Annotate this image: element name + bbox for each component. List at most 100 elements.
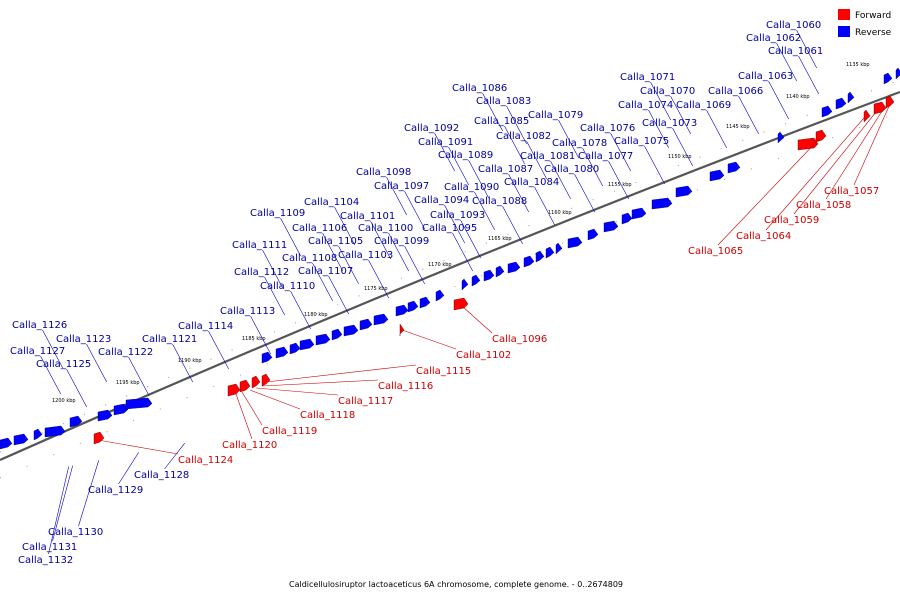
reverse-gene-label[interactable]: Calla_1110 [260,281,315,292]
reverse-gene-label[interactable]: Calla_1070 [640,86,695,97]
reverse-gene-label[interactable]: Calla_1127 [10,346,65,357]
reverse-gene-block [727,161,741,174]
forward-leader-line [825,107,885,200]
reverse-gene-block [13,433,29,446]
reverse-gene-label[interactable]: Calla_1077 [578,151,633,162]
kbp-tick-label: 1190 kbp [178,358,202,364]
reverse-gene-label[interactable]: Calla_1079 [528,110,583,121]
forward-gene-block [251,375,261,389]
reverse-gene-label[interactable]: Calla_1082 [496,131,551,142]
reverse-gene-label[interactable]: Calla_1085 [474,116,529,127]
forward-gene-block [93,431,105,445]
reverse-gene-label[interactable]: Calla_1131 [22,542,77,553]
forward-gene-label[interactable]: Calla_1116 [378,381,433,392]
reverse-gene-label[interactable]: Calla_1101 [340,211,395,222]
reverse-gene-label[interactable]: Calla_1069 [676,100,731,111]
forward-gene-label[interactable]: Calla_1117 [338,396,393,407]
reverse-gene-label[interactable]: Calla_1099 [374,236,429,247]
reverse-gene-label[interactable]: Calla_1100 [358,223,413,234]
forward-gene-label[interactable]: Calla_1096 [492,334,547,345]
reverse-gene-block [471,274,481,287]
reverse-leader-line [444,204,465,244]
reverse-gene-label[interactable]: Calla_1125 [36,359,91,370]
reverse-gene-block [275,346,289,359]
reverse-leader-line [322,232,343,272]
reverse-gene-label[interactable]: Calla_1126 [12,320,67,331]
forward-gene-label[interactable]: Calla_1065 [688,246,743,257]
reverse-leader-line [482,92,503,132]
reverse-gene-label[interactable]: Calla_1123 [56,334,111,345]
forward-leader-line [255,387,339,396]
reverse-gene-label[interactable]: Calla_1076 [580,123,635,134]
reverse-gene-label[interactable]: Calla_1094 [414,195,469,206]
reverse-gene-label[interactable]: Calla_1089 [438,150,493,161]
reverse-gene-label[interactable]: Calla_1063 [738,71,793,82]
forward-gene-label[interactable]: Calla_1102 [456,350,511,361]
forward-gene-label[interactable]: Calla_1118 [300,410,355,421]
reverse-gene-label[interactable]: Calla_1087 [478,164,533,175]
reverse-gene-label[interactable]: Calla_1129 [88,485,143,496]
reverse-gene-block [261,351,273,364]
reverse-gene-block [821,105,833,118]
reverse-gene-label[interactable]: Calla_1074 [618,100,673,111]
reverse-gene-label[interactable]: Calla_1103 [338,250,393,261]
reverse-gene-label[interactable]: Calla_1080 [544,164,599,175]
reverse-gene-label[interactable]: Calla_1092 [404,123,459,134]
reverse-leader-line [798,55,819,95]
reverse-gene-label[interactable]: Calla_1121 [142,334,197,345]
reverse-gene-label[interactable]: Calla_1071 [620,72,675,83]
reverse-gene-label[interactable]: Calla_1105 [308,236,363,247]
reverse-leader-line [370,220,391,260]
reverse-gene-label[interactable]: Calla_1060 [766,20,821,31]
forward-leader-line [717,137,821,246]
reverse-gene-label[interactable]: Calla_1090 [444,182,499,193]
forward-gene-label[interactable]: Calla_1064 [736,231,791,242]
reverse-gene-label[interactable]: Calla_1111 [232,240,287,251]
reverse-gene-label[interactable]: Calla_1061 [768,46,823,57]
reverse-gene-label[interactable]: Calla_1109 [250,208,305,219]
forward-gene-label[interactable]: Calla_1119 [262,426,317,437]
reverse-gene-label[interactable]: Calla_1095 [422,223,477,234]
reverse-leader-line [118,452,139,485]
reverse-leader-line [40,355,61,395]
reverse-gene-label[interactable]: Calla_1114 [178,321,233,332]
reverse-gene-label[interactable]: Calla_1084 [504,177,559,188]
reverse-gene-label[interactable]: Calla_1083 [476,96,531,107]
reverse-gene-block [435,289,445,302]
reverse-gene-label[interactable]: Calla_1122 [98,347,153,358]
reverse-leader-line [534,186,555,226]
reverse-gene-label[interactable]: Calla_1132 [18,555,73,566]
reverse-gene-label[interactable]: Calla_1062 [746,33,801,44]
reverse-leader-line [434,132,455,172]
forward-gene-label[interactable]: Calla_1115 [416,366,471,377]
reverse-gene-label[interactable]: Calla_1113 [220,306,275,317]
reverse-gene-label[interactable]: Calla_1088 [472,196,527,207]
reverse-gene-label[interactable]: Calla_1075 [614,136,669,147]
reverse-gene-label[interactable]: Calla_1107 [298,266,353,277]
reverse-gene-block [419,296,431,309]
reverse-gene-label[interactable]: Calla_1066 [708,86,763,97]
forward-gene-label[interactable]: Calla_1058 [796,200,851,211]
kbp-tick-label: 1160 kbp [548,210,572,216]
reverse-gene-label[interactable]: Calla_1091 [418,137,473,148]
forward-gene-label[interactable]: Calla_1124 [178,455,233,466]
reverse-gene-label[interactable]: Calla_1081 [520,151,575,162]
reverse-gene-label[interactable]: Calla_1130 [48,527,103,538]
reverse-gene-label[interactable]: Calla_1106 [292,223,347,234]
reverse-gene-label[interactable]: Calla_1093 [430,210,485,221]
forward-gene-label[interactable]: Calla_1057 [824,186,879,197]
forward-gene-label[interactable]: Calla_1059 [764,215,819,226]
reverse-gene-block [555,242,563,255]
reverse-gene-label[interactable]: Calla_1078 [552,138,607,149]
forward-leader-line [241,391,263,426]
reverse-gene-label[interactable]: Calla_1104 [304,197,359,208]
reverse-gene-block [603,220,619,233]
reverse-gene-label[interactable]: Calla_1112 [234,267,289,278]
reverse-gene-label[interactable]: Calla_1097 [374,181,429,192]
reverse-gene-label[interactable]: Calla_1128 [134,470,189,481]
reverse-gene-label[interactable]: Calla_1086 [452,83,507,94]
reverse-gene-label[interactable]: Calla_1098 [356,167,411,178]
forward-gene-label[interactable]: Calla_1120 [222,440,277,451]
reverse-gene-label[interactable]: Calla_1073 [642,118,697,129]
reverse-gene-label[interactable]: Calla_1108 [282,253,337,264]
